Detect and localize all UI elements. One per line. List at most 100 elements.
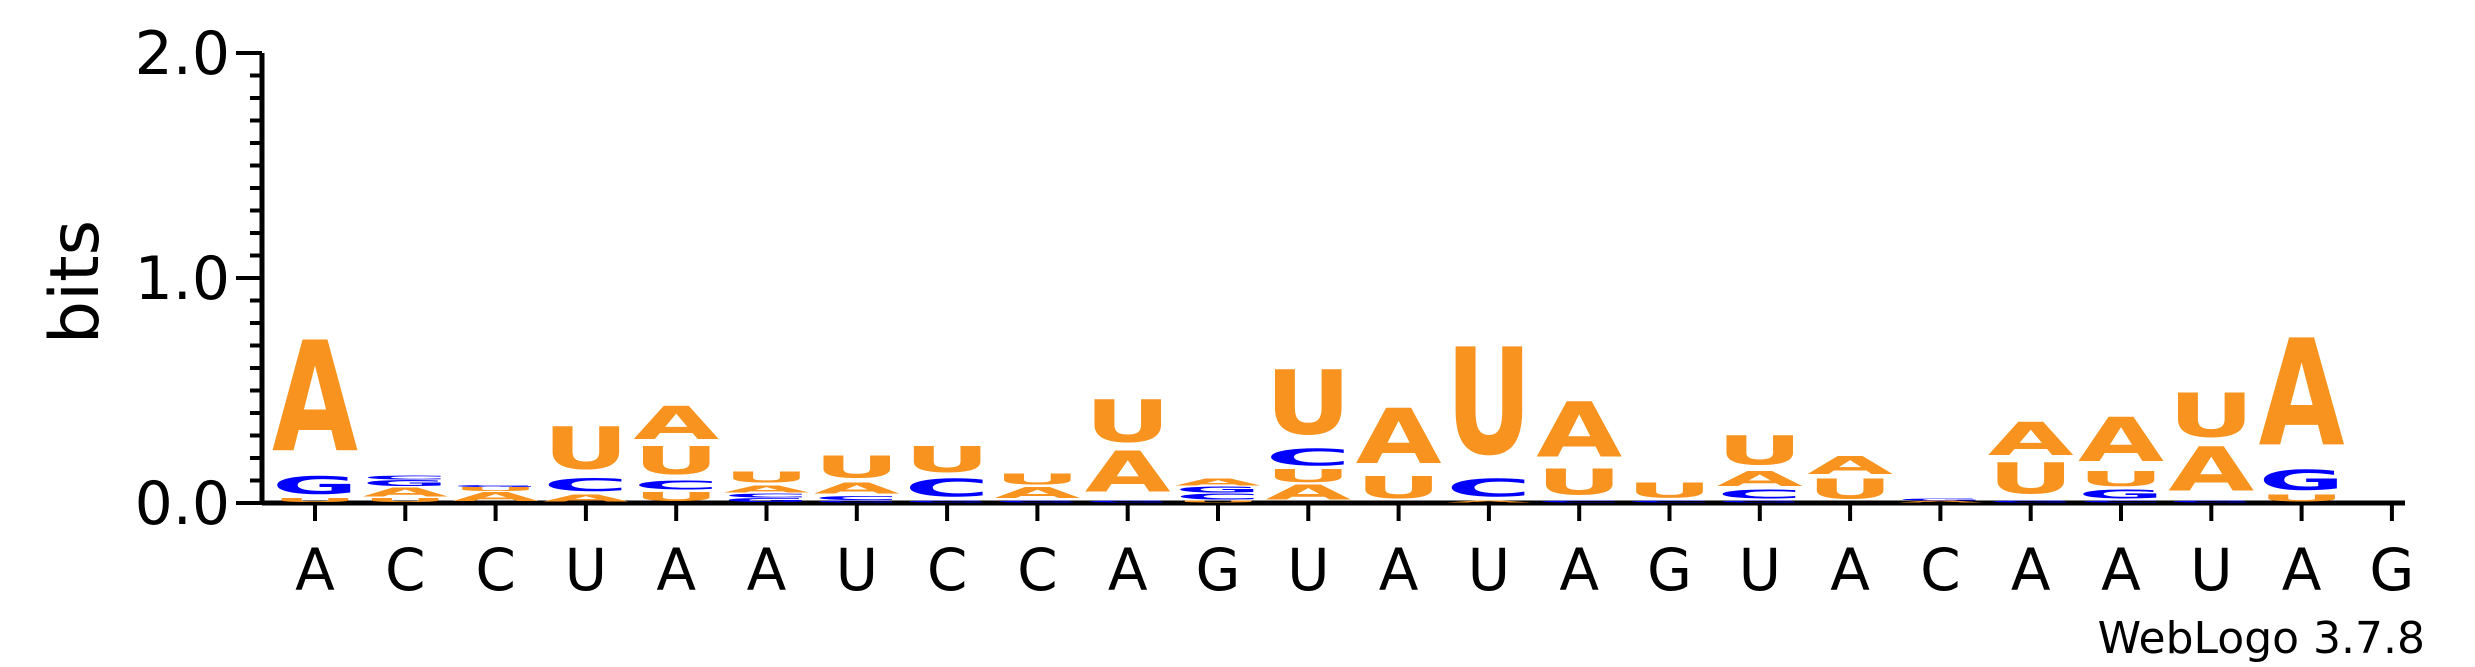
letter-u: U (272, 497, 358, 503)
letter-a: A (1265, 481, 1351, 505)
letter-u: U (1265, 466, 1351, 487)
letter-u: U (1265, 352, 1351, 455)
letter-a: A (1988, 413, 2074, 466)
x-tick-label: G (1647, 536, 1692, 604)
letter-u: U (1717, 427, 1803, 474)
letter-u: U (1446, 318, 1532, 489)
x-tick-label: C (1920, 536, 1961, 604)
letter-u: U (1807, 473, 1893, 505)
letter-c: C (1717, 487, 1803, 502)
letter-g: G (362, 479, 448, 488)
logo-column: UGA (272, 311, 358, 503)
letter-u: U (633, 439, 719, 483)
letter-u: U (543, 415, 629, 482)
letter-c: C (1627, 500, 1713, 503)
letter-a: A (2078, 406, 2164, 477)
letter-a: A (814, 480, 900, 498)
letter-u: U (2259, 492, 2345, 504)
letter-a: A (1536, 387, 1622, 475)
logo-column: GAU (2168, 381, 2254, 505)
letter-c: C (1175, 492, 1261, 501)
x-tick-label: A (656, 536, 696, 604)
letter-g: G (453, 484, 539, 487)
logo-column: ACU (543, 415, 629, 503)
x-tick-label: C (385, 536, 426, 604)
letter-g: G (2259, 464, 2345, 496)
letter-a: A (1897, 500, 1983, 503)
letter-a: A (1446, 500, 1532, 503)
x-tick-label: C (1017, 536, 1058, 604)
letter-u: U (1175, 500, 1261, 503)
letter-g: G (272, 471, 358, 501)
x-tick-label: A (2101, 536, 2141, 604)
x-tick-label: G (1196, 536, 1241, 604)
logo-column: GUA (1988, 413, 2074, 504)
letter-a: A (362, 485, 448, 500)
letter-a: A (2168, 435, 2254, 506)
letter-c: C (543, 475, 629, 496)
letter-g: G (1988, 500, 2074, 503)
letter-u: U (1085, 388, 1171, 455)
letter-u: U (904, 439, 990, 480)
letter-g: G (994, 500, 1080, 503)
x-tick-label: A (747, 536, 787, 604)
x-tick-label: A (1379, 536, 1419, 604)
logo-column: UA (1807, 451, 1893, 505)
letter-c: C (1536, 500, 1622, 503)
letter-u: U (1356, 470, 1442, 505)
letter-a: A (1356, 394, 1442, 482)
x-tick-label: A (1830, 536, 1870, 604)
letter-a: A (272, 311, 358, 487)
letter-a: A (1175, 476, 1261, 488)
letter-g: G (1085, 500, 1171, 503)
letter-u: U (2078, 467, 2164, 491)
letter-u: U (1988, 454, 2074, 504)
y-tick-label: 2.0 (135, 19, 230, 89)
x-tick-label: U (565, 536, 607, 604)
logo-column: CU (1627, 478, 1713, 503)
letter-a: A (633, 397, 719, 450)
letter-g: G (1897, 498, 1983, 501)
x-tick-label: A (2282, 536, 2322, 604)
letter-u: U (362, 497, 448, 503)
x-tick-label: U (1739, 536, 1781, 604)
x-tick-label: U (1468, 536, 1510, 604)
letter-a: A (2259, 308, 2345, 479)
letter-a: A (543, 492, 629, 504)
y-axis: 0.0 1.0 2.0 (135, 19, 265, 539)
letter-g: G (1717, 500, 1803, 503)
letter-u: U (994, 471, 1080, 489)
letter-a: A (453, 489, 539, 504)
x-tick-label: U (1287, 536, 1329, 604)
letter-u: U (453, 486, 539, 492)
logo-column: ACU (1446, 318, 1532, 503)
x-tick-label: U (2190, 536, 2232, 604)
letter-a: A (1807, 451, 1893, 481)
logo-column: GCU (904, 439, 990, 503)
letter-a: A (1085, 439, 1171, 504)
letter-c: C (2078, 500, 2164, 503)
y-tick-label: 0.0 (135, 469, 230, 539)
letter-c: C (724, 493, 810, 499)
letter-g: G (2078, 487, 2164, 502)
letter-c: C (1265, 444, 1351, 470)
letter-u: U (1536, 462, 1622, 503)
logo-column: GAU (994, 471, 1080, 504)
letter-u: U (814, 450, 900, 485)
y-axis-label: bits (36, 220, 115, 344)
letter-a: A (1717, 467, 1803, 491)
weblogo-credit: WebLogo 3.7.8 (2098, 613, 2425, 664)
letter-u: U (633, 489, 719, 504)
x-tick-label: A (1559, 536, 1599, 604)
logo-column: UA (1356, 394, 1442, 506)
letter-g: G (724, 498, 810, 504)
logo-column: UGA (2259, 308, 2345, 504)
